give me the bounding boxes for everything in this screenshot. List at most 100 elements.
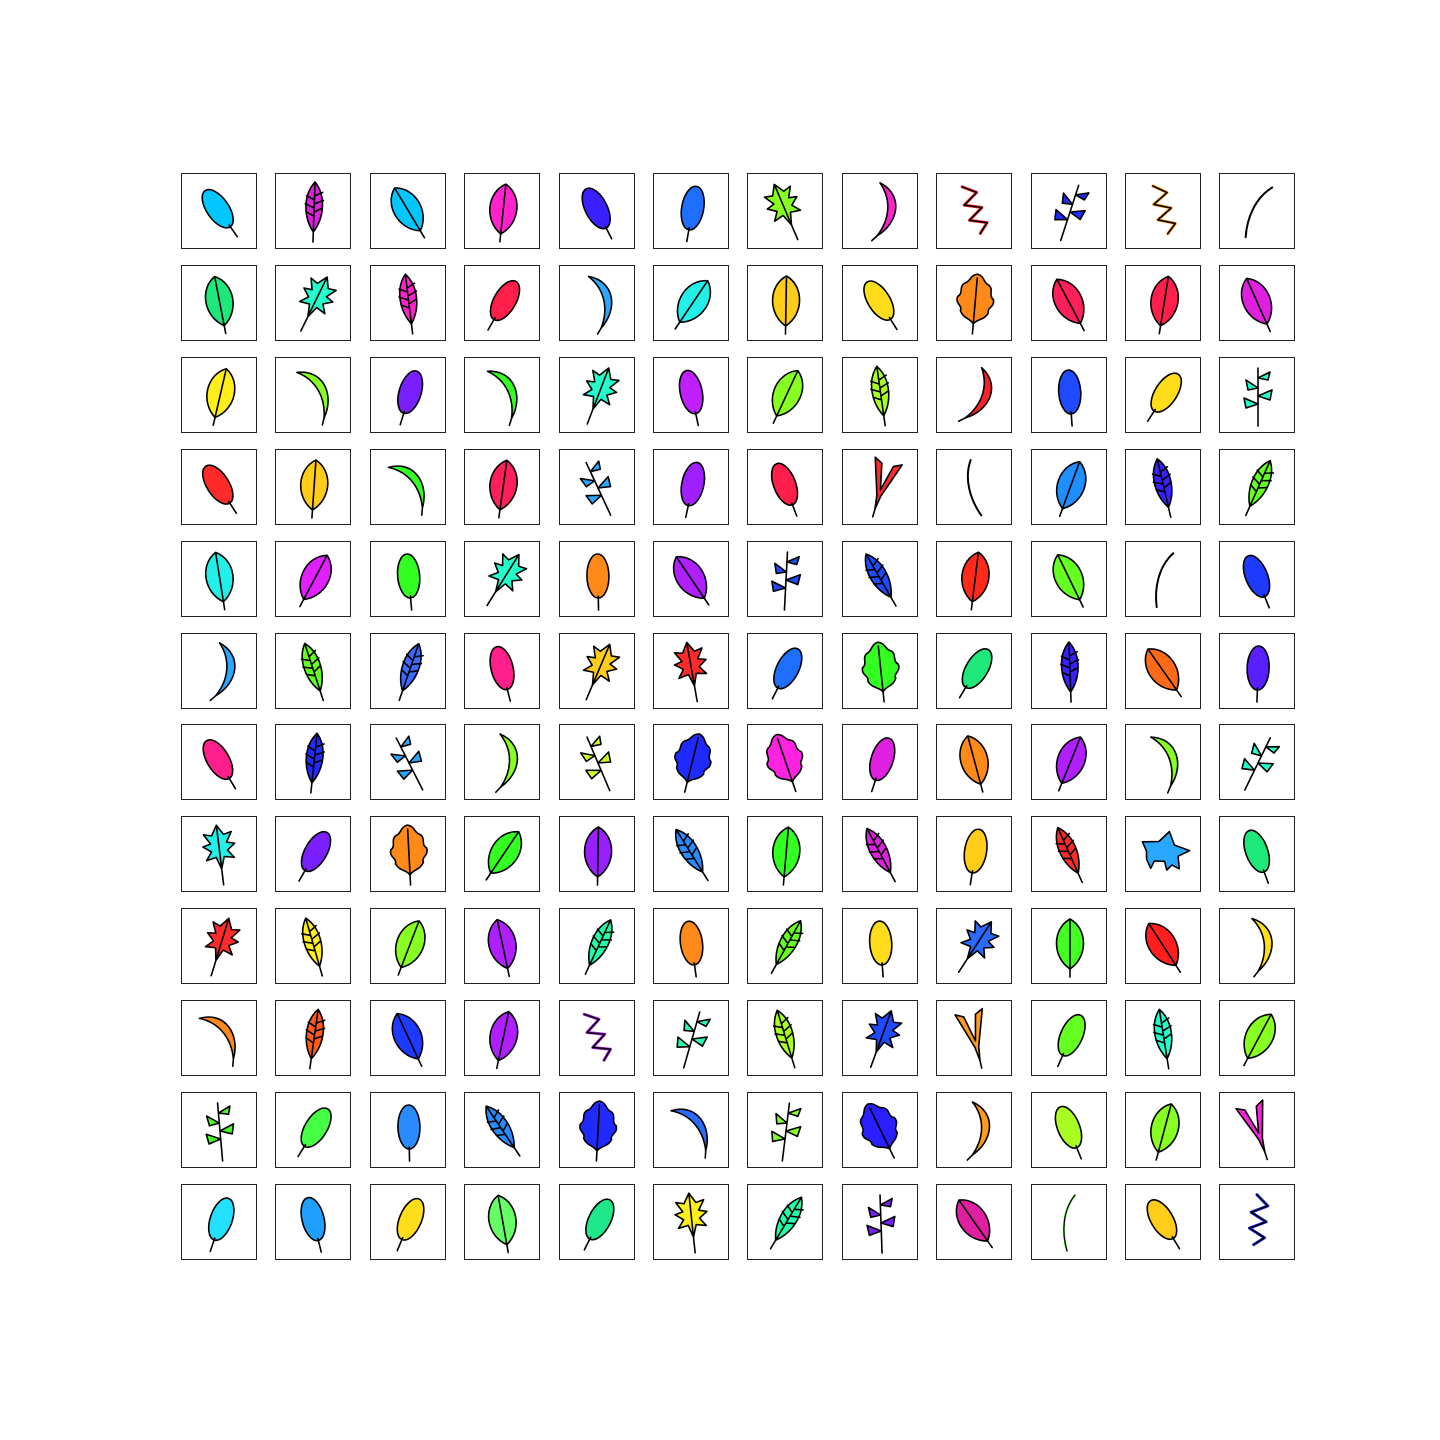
leaf-sketch-leaf [204,551,234,611]
sketch-cell [1031,1184,1107,1260]
sketch-cell [1219,908,1295,984]
leaf-sketch-feather [769,1196,804,1250]
sketch-cell [653,633,729,709]
leaf-sketch-leaf [488,183,518,243]
sketch-cell [653,357,729,433]
leaf-sketch-line [1155,552,1175,609]
sketch-cell [275,1000,351,1076]
leaf-sketch-oak [579,1100,618,1162]
sketch-cell [1125,1092,1201,1168]
sketch-cell [747,1000,823,1076]
sketch-cell [1125,449,1201,525]
sketch-cell [181,449,257,525]
sketch-cell [747,1184,823,1260]
sketch-cell [747,173,823,249]
sketch-cell [653,173,729,249]
sketch-cell [370,1184,446,1260]
sketch-cell [1031,908,1107,984]
sketch-cell [1219,541,1295,617]
leaf-sketch-leaf [489,459,518,519]
leaf-sketch-leaf [1055,460,1087,517]
sketch-cell [370,449,446,525]
sketch-cell [559,1092,635,1168]
leaf-sketch-spiky [865,1010,903,1068]
sketch-cell [842,173,918,249]
sketch-cell [275,633,351,709]
sketch-cell [747,1092,823,1168]
leaf-sketch-branch [676,1011,711,1069]
leaf-sketch-oval [487,279,521,331]
sketch-cell [1125,816,1201,892]
sketch-cell [1219,1184,1295,1260]
leaf-sketch-oval [1146,372,1183,422]
leaf-sketch-leaf [394,920,426,976]
leaf-sketch-oval [202,739,237,790]
sketch-cell [1219,357,1295,433]
sketch-cell [275,541,351,617]
leaf-sketch-leaf [1240,277,1273,333]
leaf-sketch-feather [870,365,890,427]
leaf-sketch-spiky [763,183,802,241]
leaf-sketch-zigzag [1247,1193,1270,1247]
sketch-cell [275,173,351,249]
leaf-sketch-feather [1152,1008,1173,1070]
sketch-cell [1219,449,1295,525]
sketch-cell [842,449,918,525]
leaf-sketch-leaf [1144,648,1183,698]
sketch-cell [181,173,257,249]
leaf-sketch-curve [670,1108,708,1159]
sketch-cell [1219,1092,1295,1168]
sketch-cell [464,724,540,800]
sketch-cell [842,1184,918,1260]
leaf-sketch-branch [771,551,802,611]
sketch-cell [1125,908,1201,984]
sketch-cell [747,449,823,525]
leaf-sketch-oval [397,370,424,426]
sketch-cell [275,357,351,433]
sketch-cell [1219,724,1295,800]
leaf-sketch-oval [771,647,803,700]
sketch-cell [464,633,540,709]
leaf-sketch-spiky [673,641,708,703]
leaf-sketch-leaf [672,555,710,606]
sketch-cell [1125,265,1201,341]
leaf-sketch-feather [398,642,424,702]
leaf-sketch-leaf [391,1012,424,1067]
leaf-sketch-line [1244,186,1274,239]
sketch-cell [842,357,918,433]
leaf-sketch-curve [296,371,329,426]
leaf-sketch-feather [770,919,804,975]
sketch-cell [1031,1092,1107,1168]
sketch-cell [842,908,918,984]
sketch-cell [370,357,446,433]
sketch-cell [1219,265,1295,341]
sketch-cell [936,541,1012,617]
leaf-sketch-leaf [961,551,990,611]
leaf-sketch-leaf [390,187,426,239]
sketch-cell [559,633,635,709]
leaf-sketch-branch [579,460,612,516]
leaf-sketch-zigzag [1151,184,1177,236]
leaf-sketch-oval [963,828,988,886]
leaf-sketch-oval [396,553,421,611]
sketch-cell [653,265,729,341]
leaf-sketch-oval [1146,1199,1181,1250]
sketch-cell [275,265,351,341]
leaf-sketch-feather [674,828,709,882]
leaf-sketch-branch [1241,737,1281,791]
sketch-cell [181,724,257,800]
sketch-cell [464,173,540,249]
leaf-sketch-oak [861,641,900,703]
sketch-cell [181,541,257,617]
leaf-sketch-branch [579,735,612,792]
sketch-cell [842,1092,918,1168]
leaf-sketch-oval [397,1104,421,1162]
leaf-sketch-oval [1242,554,1271,609]
sketch-cell [842,1000,918,1076]
sketch-cell [747,541,823,617]
sketch-cell [559,173,635,249]
sketch-cell [1031,816,1107,892]
leaf-sketch-oval [868,920,893,978]
leaf-sketch-curve [957,366,993,423]
